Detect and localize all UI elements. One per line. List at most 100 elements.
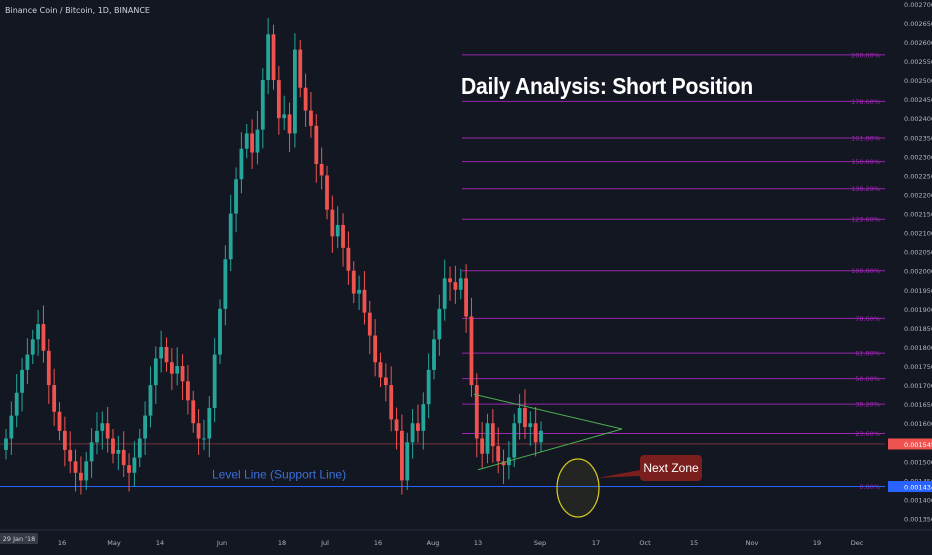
- time-cursor-box: [0, 533, 38, 544]
- candle: [485, 413, 490, 464]
- candle-body: [105, 423, 110, 439]
- candle: [421, 392, 426, 450]
- candle-body: [442, 278, 447, 309]
- candle-body: [57, 411, 62, 431]
- candle: [378, 352, 383, 388]
- candle-body: [127, 465, 131, 473]
- fib-level-label: 161.80%: [851, 135, 880, 143]
- candle: [30, 329, 35, 365]
- candle-body: [282, 114, 287, 119]
- time-tick-label: 19: [813, 539, 821, 547]
- candle-body: [52, 385, 57, 412]
- candle: [266, 17, 271, 95]
- candle: [282, 95, 287, 131]
- candle-body: [378, 362, 383, 378]
- candle-body: [405, 442, 410, 481]
- candle-body: [196, 423, 201, 439]
- candle: [73, 449, 78, 492]
- candle: [132, 441, 137, 487]
- fib-level-label: 178.60%: [851, 98, 880, 106]
- candle: [218, 299, 222, 365]
- candle-body: [303, 87, 308, 111]
- time-tick-label: Jun: [216, 539, 227, 547]
- candle: [239, 132, 244, 194]
- candle-body: [95, 430, 99, 443]
- candle: [223, 245, 228, 326]
- support-price-badge: 0.0014340: [888, 481, 932, 493]
- candle-body: [416, 423, 420, 431]
- candle-body: [469, 316, 474, 386]
- candle-body: [159, 346, 164, 359]
- candle: [36, 309, 40, 356]
- candle-body: [453, 282, 458, 290]
- candle: [442, 259, 447, 321]
- candle-body: [137, 438, 142, 458]
- candle-body: [218, 308, 222, 355]
- candle-body: [202, 438, 206, 440]
- candle-body: [244, 133, 249, 149]
- fib-level-label: 150.00%: [851, 158, 880, 166]
- next-zone-pointer: [597, 470, 640, 478]
- candle-body: [367, 312, 372, 336]
- candle: [191, 390, 196, 433]
- candle-body: [426, 369, 431, 405]
- candle: [474, 373, 479, 458]
- candle-body: [298, 49, 303, 88]
- candle: [357, 275, 361, 310]
- candle: [501, 449, 506, 484]
- candle-body: [512, 423, 517, 458]
- candle: [416, 404, 420, 443]
- candle-body: [346, 247, 351, 271]
- candle-body: [132, 457, 137, 473]
- candle: [400, 414, 404, 495]
- candle: [528, 411, 533, 446]
- candle-body: [266, 34, 271, 81]
- price-tick-label: 0.0021000: [904, 230, 932, 238]
- candle-body: [234, 179, 238, 214]
- candle-body: [175, 366, 180, 374]
- candle-body: [180, 366, 185, 382]
- candle-body: [164, 346, 169, 363]
- candle-body: [191, 400, 196, 424]
- time-tick-label: Jul: [320, 539, 329, 547]
- candle: [314, 114, 319, 183]
- candle: [373, 319, 378, 377]
- candle-body: [437, 308, 442, 340]
- candle-body: [474, 385, 479, 439]
- candle: [255, 110, 260, 165]
- symbol-header[interactable]: Binance Coin / Bitcoin, 1D, BINANCE: [5, 6, 150, 15]
- candle: [57, 402, 62, 441]
- candle-body: [351, 270, 356, 294]
- candle-body: [458, 278, 463, 290]
- candle-body: [485, 423, 490, 454]
- next-zone-circle: [556, 458, 600, 518]
- candle-body: [148, 385, 153, 416]
- candle: [41, 305, 46, 363]
- candle-body: [293, 49, 297, 134]
- time-tick-label: Dec: [851, 539, 864, 547]
- candle: [207, 396, 212, 458]
- candle: [448, 266, 452, 301]
- candle: [426, 353, 431, 419]
- candle: [79, 456, 83, 495]
- candle: [480, 422, 485, 468]
- candle-body: [448, 278, 452, 283]
- candle: [325, 165, 329, 220]
- candle: [539, 421, 543, 452]
- candle: [335, 206, 340, 249]
- price-tick-label: 0.0015000: [904, 458, 932, 466]
- candle: [260, 68, 265, 149]
- candle-body: [14, 392, 19, 416]
- candle: [405, 432, 410, 490]
- fib-level-label: 38.20%: [855, 401, 880, 409]
- price-tick-label: 0.0026000: [904, 39, 932, 47]
- candle: [196, 409, 201, 455]
- candle: [298, 40, 303, 98]
- candle-body: [517, 407, 522, 424]
- candle: [52, 368, 57, 426]
- fib-level-label: 138.20%: [851, 185, 880, 193]
- candle: [14, 374, 19, 428]
- next-zone-label: Next Zone: [643, 461, 699, 475]
- candle-body: [276, 80, 281, 119]
